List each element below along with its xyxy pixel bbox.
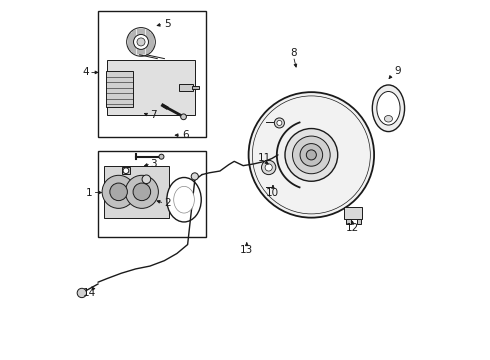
Circle shape (248, 92, 374, 218)
Bar (343, 207, 362, 219)
Circle shape (126, 28, 155, 56)
Bar (122, 167, 130, 174)
Circle shape (265, 164, 272, 171)
Bar (106, 71, 133, 107)
Text: 11: 11 (258, 153, 271, 163)
Bar (107, 60, 195, 116)
Ellipse shape (372, 85, 405, 132)
Circle shape (77, 288, 87, 298)
Circle shape (285, 129, 338, 181)
Text: 1: 1 (86, 188, 92, 198)
Circle shape (181, 114, 186, 120)
Circle shape (110, 183, 127, 201)
Circle shape (123, 168, 129, 174)
Circle shape (133, 183, 150, 201)
Bar (192, 86, 198, 89)
Circle shape (125, 175, 158, 208)
Circle shape (142, 175, 151, 184)
Bar (104, 166, 169, 218)
Circle shape (191, 173, 198, 180)
Text: 8: 8 (290, 48, 297, 58)
Text: 3: 3 (150, 159, 157, 169)
Text: 14: 14 (82, 288, 96, 298)
Text: 5: 5 (165, 19, 171, 29)
Circle shape (262, 160, 276, 175)
Text: 13: 13 (240, 245, 253, 255)
Text: 7: 7 (150, 111, 157, 121)
Ellipse shape (385, 116, 392, 122)
Circle shape (102, 175, 135, 208)
Circle shape (300, 144, 322, 166)
Circle shape (274, 118, 284, 128)
Circle shape (277, 121, 282, 125)
Text: 9: 9 (394, 66, 401, 76)
Bar (98, 151, 205, 237)
Circle shape (134, 35, 148, 49)
Ellipse shape (167, 177, 201, 222)
Bar (98, 12, 205, 137)
Text: 10: 10 (265, 188, 278, 198)
Bar (346, 219, 351, 224)
Circle shape (293, 136, 330, 174)
Circle shape (159, 154, 164, 159)
Circle shape (137, 38, 145, 46)
Text: 4: 4 (82, 67, 89, 77)
Ellipse shape (377, 91, 400, 125)
Bar (179, 84, 193, 91)
Text: 12: 12 (346, 224, 359, 233)
Text: 6: 6 (182, 130, 189, 140)
Text: 2: 2 (165, 198, 171, 208)
Bar (357, 219, 361, 224)
Ellipse shape (174, 186, 195, 213)
Circle shape (306, 150, 317, 160)
